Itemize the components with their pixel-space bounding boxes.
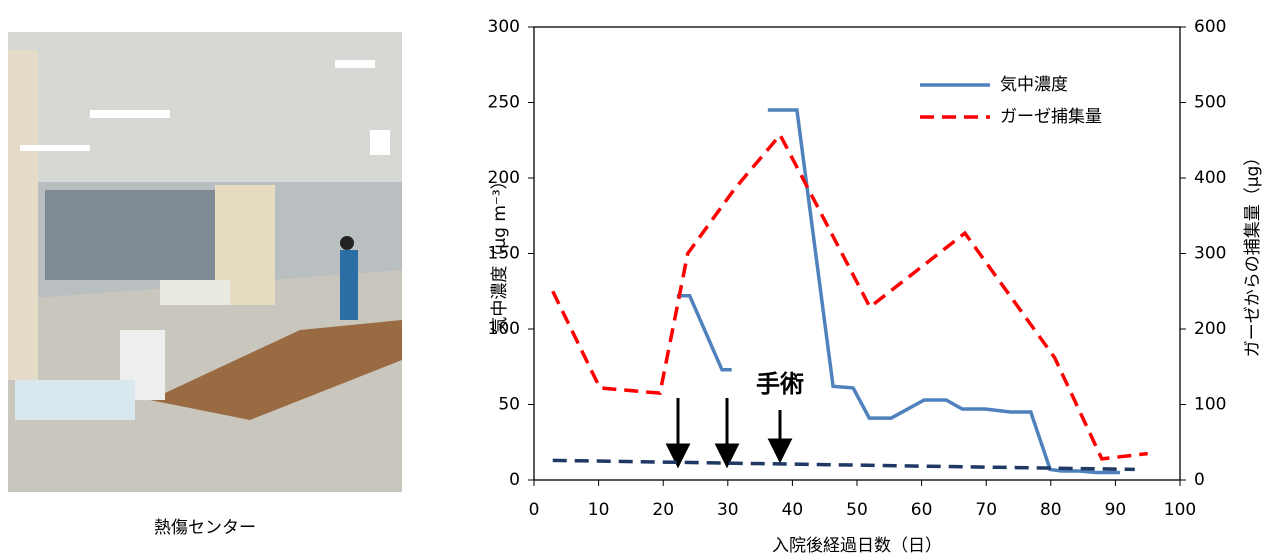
y2-tick-label: 400 [1194, 168, 1226, 188]
caption: 熱傷センター [154, 518, 256, 538]
y2-tick-label: 200 [1194, 319, 1226, 339]
x-tick-label: 90 [1105, 500, 1127, 520]
surgery-arrows [668, 398, 790, 465]
x-tick-label: 70 [975, 500, 997, 520]
legend-label: ガーゼ捕集量 [1000, 107, 1102, 127]
y2-tick-label: 500 [1194, 93, 1226, 113]
x-tick-label: 100 [1164, 500, 1196, 520]
y2-tick-label: 0 [1194, 470, 1205, 490]
x-tick-label: 30 [717, 500, 739, 520]
x-tick-label: 10 [588, 500, 610, 520]
y-tick-label: 100 [488, 319, 520, 339]
y-tick-label: 300 [488, 17, 520, 37]
y-tick-label: 200 [488, 168, 520, 188]
x-tick-label: 80 [1040, 500, 1062, 520]
series-line [553, 135, 1148, 459]
x-tick-label: 50 [846, 500, 868, 520]
x-tick-label: 60 [911, 500, 933, 520]
figure: 熱傷センター 気中濃度（μg m⁻³） ガーゼからの捕集量（μg） 入院後経過日… [0, 0, 1285, 556]
page: 熱傷センター 気中濃度（μg m⁻³） ガーゼからの捕集量（μg） 入院後経過日… [0, 0, 1285, 556]
ward-photo [8, 32, 402, 492]
series-line [677, 110, 1120, 472]
y2-axis-title: ガーゼからの捕集量（μg） [1243, 149, 1263, 358]
y-tick-label: 0 [509, 470, 520, 490]
y-tick-label: 150 [488, 244, 520, 264]
y2-tick-label: 100 [1194, 395, 1226, 415]
x-tick-label: 20 [652, 500, 674, 520]
annotation: 手術 [756, 370, 804, 398]
y2-tick-label: 600 [1194, 17, 1226, 37]
x-tick-label: 40 [782, 500, 804, 520]
x-axis-title: 入院後経過日数（日） [772, 536, 942, 556]
y-tick-label: 250 [488, 93, 520, 113]
legend-label: 気中濃度 [1000, 75, 1068, 95]
y2-tick-label: 300 [1194, 244, 1226, 264]
y-tick-label: 50 [498, 395, 520, 415]
plot-frame [534, 27, 1180, 480]
x-tick-label: 0 [529, 500, 540, 520]
